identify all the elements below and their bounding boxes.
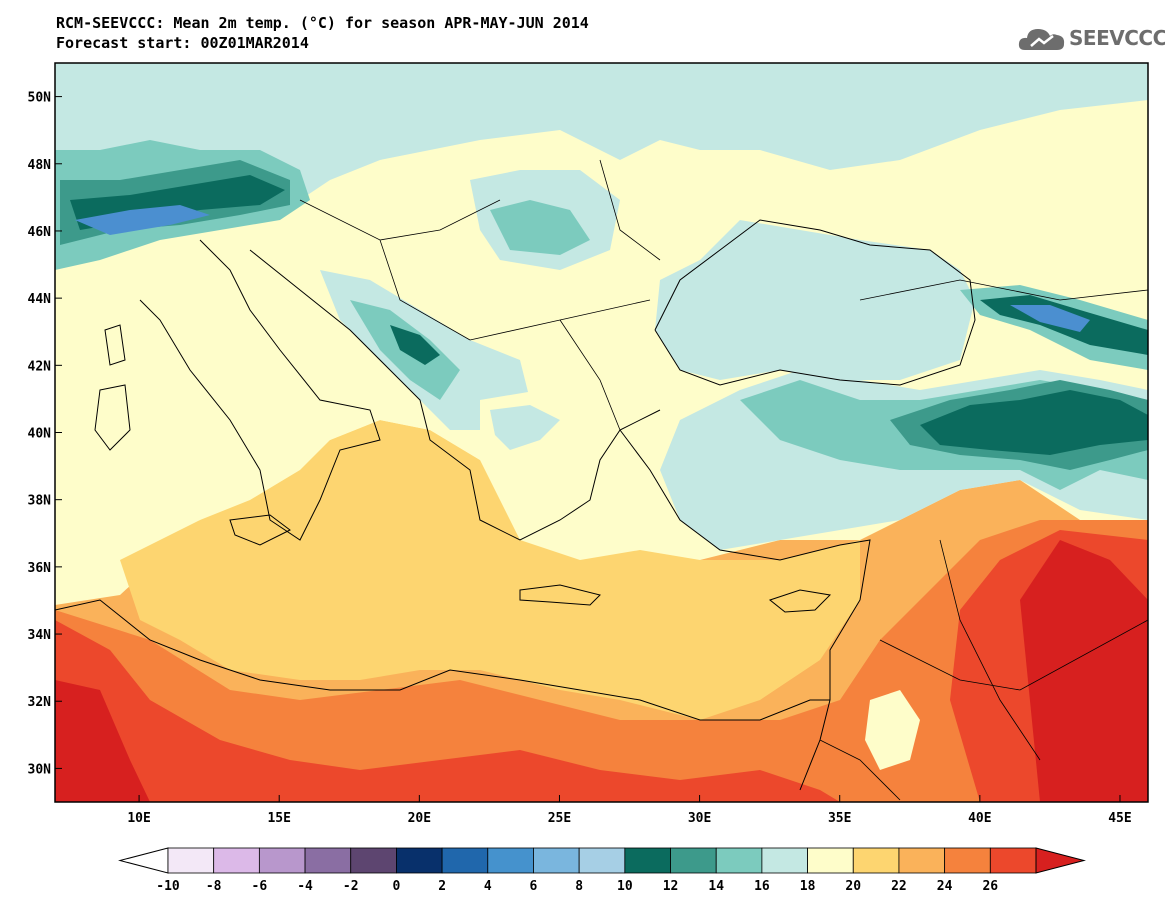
- colorbar-swatch: [213, 847, 260, 874]
- colorbar-swatch: [898, 847, 946, 874]
- band-18-20-sea: [120, 420, 860, 720]
- country-borders: [299, 159, 1148, 801]
- seevccc-logo: SEEVCCC: [1017, 24, 1165, 54]
- lon-tick-label: 40E: [968, 811, 991, 826]
- corsica: [104, 324, 126, 366]
- colorbar-label: 2: [438, 879, 446, 894]
- anatolia-coast: [619, 429, 871, 791]
- sicily: [229, 514, 291, 546]
- colorbar-label: 0: [393, 879, 401, 894]
- band-14-16-greece: [490, 405, 560, 450]
- colorbar-swatch: [533, 847, 580, 874]
- colorbar-label: -4: [297, 879, 313, 894]
- colorbar-label: -10: [156, 879, 180, 894]
- colorbar-under-triangle: [118, 847, 169, 874]
- lat-tick-label: 50N: [28, 91, 52, 106]
- band-14-16-north: [55, 63, 1148, 260]
- sardinia: [94, 384, 131, 451]
- colorbar-swatch: [761, 847, 808, 874]
- band-8-10-anatolia: [920, 390, 1148, 455]
- colorbar-swatch: [624, 847, 671, 874]
- temperature-field: [55, 63, 1148, 802]
- colorbar-swatch: [944, 847, 991, 874]
- colorbar-swatch: [670, 847, 717, 874]
- band-8-10-dinarides: [390, 325, 440, 365]
- lat-tick-label: 30N: [28, 762, 52, 777]
- colorbar-swatch: [441, 847, 489, 874]
- colorbar-swatch: [487, 847, 534, 874]
- colorbar-over-triangle: [1035, 847, 1086, 874]
- band-14-16-black-sea: [655, 220, 975, 380]
- colorbar-label: 24: [937, 879, 953, 894]
- colorbar-label: 10: [617, 879, 633, 894]
- colorbar-swatch: [715, 847, 763, 874]
- band-26-plus-west: [55, 680, 150, 802]
- lon-tick-label: 30E: [688, 811, 711, 826]
- colorbar-label: 26: [982, 879, 998, 894]
- lat-tick-label: 46N: [28, 225, 52, 240]
- colorbar-label: 6: [530, 879, 538, 894]
- band-16-18-land: [55, 100, 1148, 540]
- cyprus: [768, 589, 832, 613]
- colorbar-swatch: [396, 847, 443, 874]
- crete: [519, 584, 601, 606]
- italy-coast: [139, 239, 381, 541]
- lat-tick-label: 40N: [28, 427, 52, 442]
- colorbar-swatch: [578, 847, 626, 874]
- axis-ticks: 30N 32N 34N 36N 38N 40N 42N 44N 46N 48N 50N 10E 15E 2…: [28, 91, 1132, 826]
- colorbar-label: -6: [252, 879, 268, 894]
- lon-tick-label: 25E: [548, 811, 571, 826]
- balkan-coast: [249, 249, 661, 541]
- lon-tick-label: 45E: [1108, 811, 1131, 826]
- coastlines: [55, 159, 1148, 801]
- colorbar-label: 12: [663, 879, 679, 894]
- band-24-26: [55, 620, 840, 802]
- colorbar-swatch: [167, 847, 215, 874]
- africa-coast: [55, 599, 830, 721]
- colorbar-swatch: [852, 847, 900, 874]
- colorbar-label: -8: [206, 879, 222, 894]
- band-4-6-caucasus: [1010, 305, 1090, 332]
- colorbar-label: 18: [800, 879, 816, 894]
- lat-tick-label: 44N: [28, 292, 52, 307]
- colorbar-label: 8: [575, 879, 583, 894]
- colorbar-swatch: [350, 847, 397, 874]
- lat-tick-label: 38N: [28, 494, 52, 509]
- lon-tick-label: 10E: [127, 811, 150, 826]
- cloud-icon: [1018, 29, 1065, 50]
- lat-tick-label: 32N: [28, 695, 52, 710]
- logo-text: SEEVCCC: [1069, 26, 1165, 50]
- lat-tick-label: 48N: [28, 158, 52, 173]
- lon-tick-label: 20E: [408, 811, 431, 826]
- colorbar-label: 4: [484, 879, 492, 894]
- band-16-18-levant: [865, 690, 920, 770]
- map-title: RCM-SEEVCCC: Mean 2m temp. (°C) for seas…: [56, 14, 589, 32]
- colorbar-swatch: [304, 847, 352, 874]
- band-4-6-alps: [75, 205, 210, 235]
- forecast-start-label: Forecast start: 00Z01MAR2014: [56, 34, 309, 52]
- colorbar-label: 14: [708, 879, 724, 894]
- lat-tick-label: 42N: [28, 359, 52, 374]
- colorbar-label: -2: [343, 879, 359, 894]
- colorbar-label: 16: [754, 879, 770, 894]
- colorbar: -10 -8 -6 -4 -2 0 2 4 6 8 10 12 14 16 18 20 22 24 26: [118, 847, 1086, 894]
- colorbar-label: 20: [845, 879, 861, 894]
- lon-tick-label: 35E: [828, 811, 851, 826]
- lat-tick-label: 34N: [28, 628, 52, 643]
- colorbar-label: 22: [891, 879, 907, 894]
- colorbar-swatch: [807, 847, 854, 874]
- lon-tick-label: 15E: [267, 811, 290, 826]
- colorbar-swatch: [258, 847, 306, 874]
- lat-tick-label: 36N: [28, 561, 52, 576]
- black-sea-coast: [654, 219, 976, 386]
- colorbar-swatch: [989, 847, 1037, 874]
- band-26-plus: [1020, 540, 1148, 802]
- band-12-14-carpathians: [490, 200, 590, 255]
